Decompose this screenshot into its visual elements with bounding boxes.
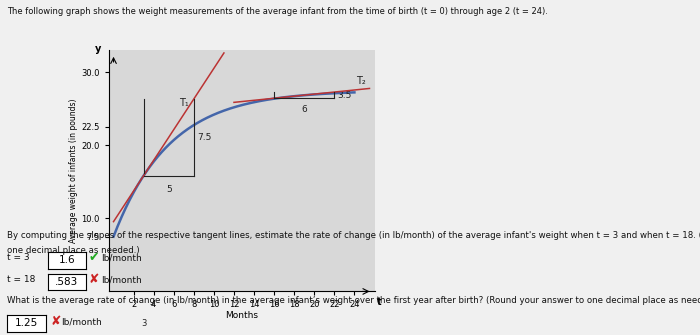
- Text: 6: 6: [302, 105, 307, 114]
- Text: T₂: T₂: [356, 76, 366, 86]
- Text: .583: .583: [55, 277, 78, 287]
- Text: lb/month: lb/month: [102, 254, 142, 262]
- Text: T₁: T₁: [179, 97, 189, 108]
- Text: 7.5: 7.5: [197, 133, 211, 142]
- Text: lb/month: lb/month: [102, 275, 142, 284]
- Text: 5: 5: [166, 185, 172, 194]
- Text: 3: 3: [141, 319, 146, 328]
- Text: 3.5: 3.5: [337, 91, 351, 99]
- Text: 1.6: 1.6: [59, 255, 75, 265]
- Text: The following graph shows the weight measurements of the average infant from the: The following graph shows the weight mea…: [7, 7, 548, 16]
- Text: By computing the slopes of the respective tangent lines, estimate the rate of ch: By computing the slopes of the respectiv…: [7, 231, 700, 240]
- Text: ✘: ✘: [50, 315, 61, 328]
- Text: t: t: [377, 297, 381, 308]
- Text: t = 3: t = 3: [7, 254, 29, 262]
- Text: lb/month: lb/month: [62, 317, 102, 326]
- X-axis label: Months: Months: [225, 311, 258, 320]
- Text: ✔: ✔: [89, 252, 99, 264]
- Text: y: y: [95, 44, 101, 54]
- Y-axis label: Average weight of infants (in pounds): Average weight of infants (in pounds): [69, 98, 78, 243]
- Text: What is the average rate of change (in lb/month) in the average infant’s weight : What is the average rate of change (in l…: [7, 296, 700, 306]
- Text: ✘: ✘: [89, 273, 99, 286]
- Text: 1.25: 1.25: [15, 318, 38, 328]
- Text: t = 18: t = 18: [7, 275, 36, 284]
- Text: one decimal place as needed.): one decimal place as needed.): [7, 246, 139, 255]
